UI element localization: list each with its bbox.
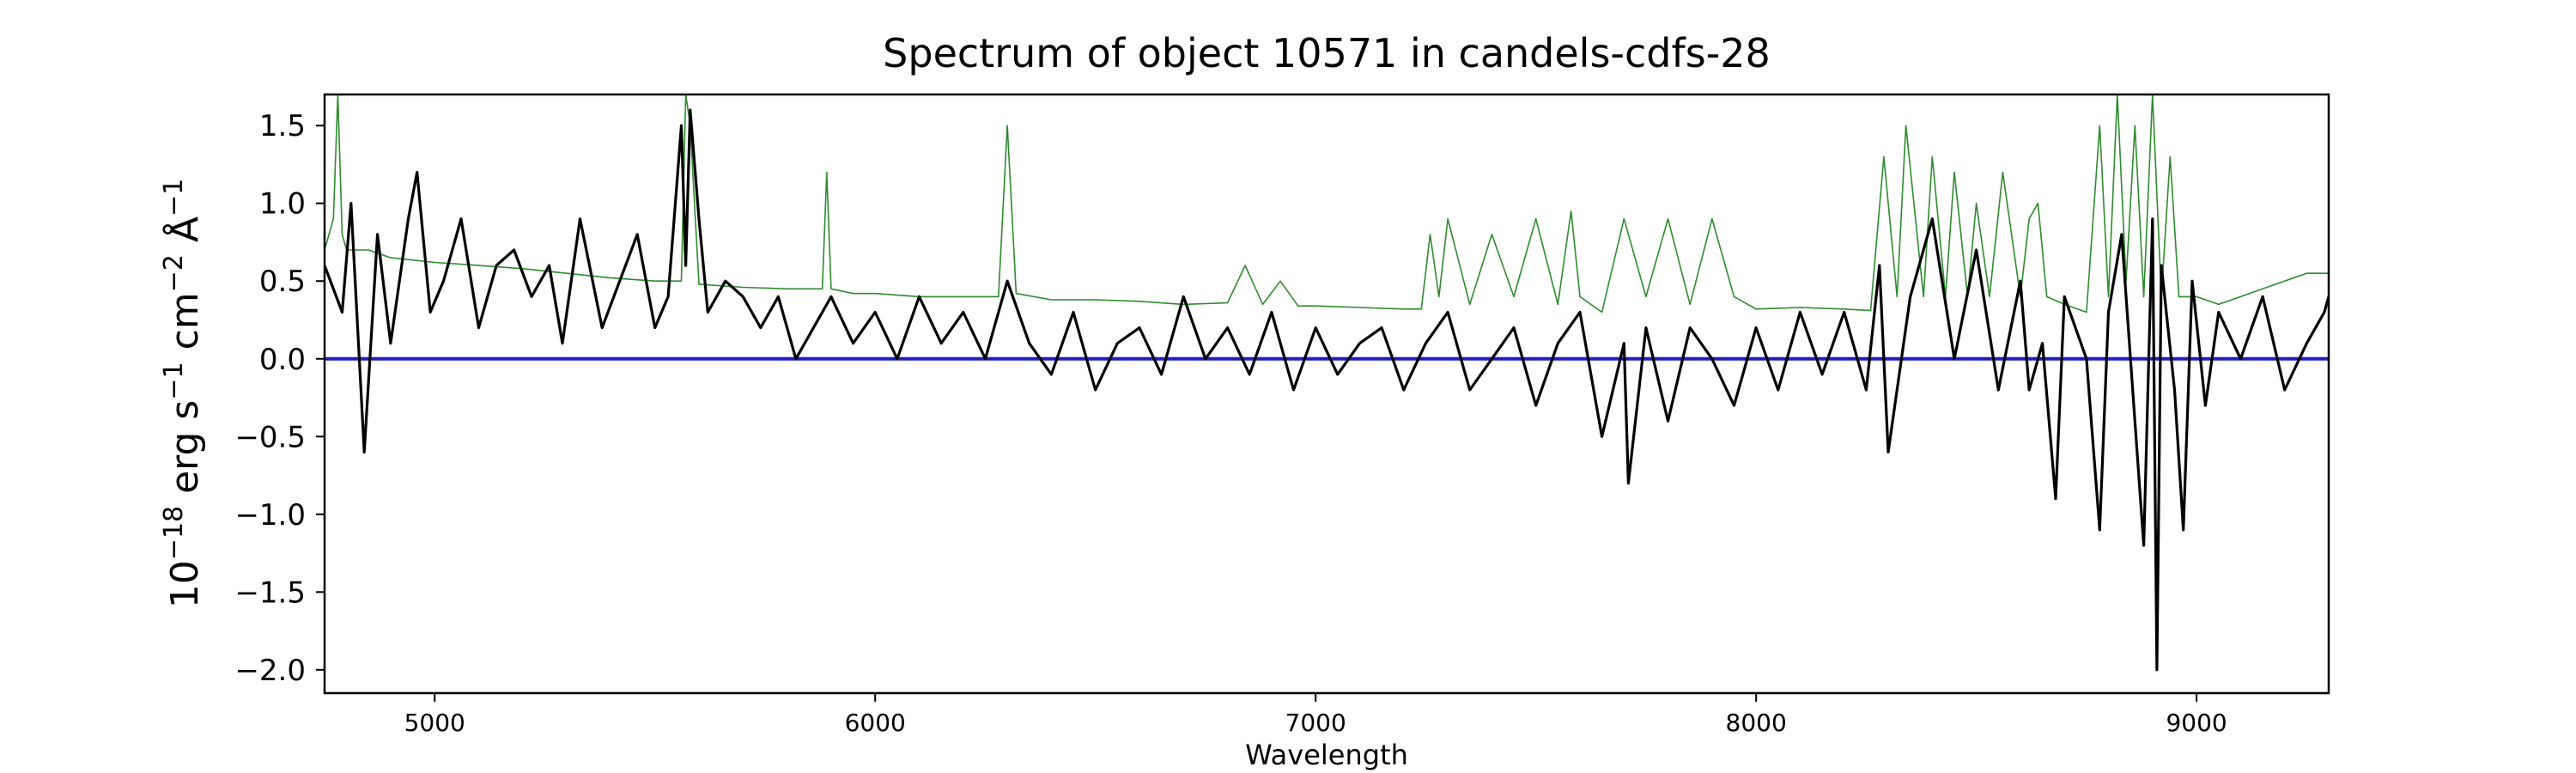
y-tick-label: −2.0 [234,654,306,688]
x-tick-label: 8000 [1726,709,1787,737]
error-series-line [325,94,2329,313]
y-axis-label: 10−18 erg s−1 cm−2 Å−1 [159,179,207,608]
y-tick-label: 0.5 [259,265,306,299]
chart-title: Spectrum of object 10571 in candels-cdfs… [883,30,1771,76]
x-tick-label: 9000 [2166,709,2227,737]
plot-frame [323,93,2330,695]
y-tick-label: 0.0 [259,343,306,377]
y-tick-label: −1.5 [234,575,306,610]
x-tick-label: 6000 [845,709,906,737]
flux-series-line [325,108,2329,672]
x-tick-label: 7000 [1285,709,1346,737]
y-tick-label: −1.0 [234,498,306,533]
y-tick-label: 1.5 [259,109,306,143]
y-tick-label: 1.0 [259,187,306,222]
x-axis-label: Wavelength [1245,739,1408,771]
x-tick-label: 5000 [404,709,465,737]
y-tick-label: −0.5 [234,420,306,454]
